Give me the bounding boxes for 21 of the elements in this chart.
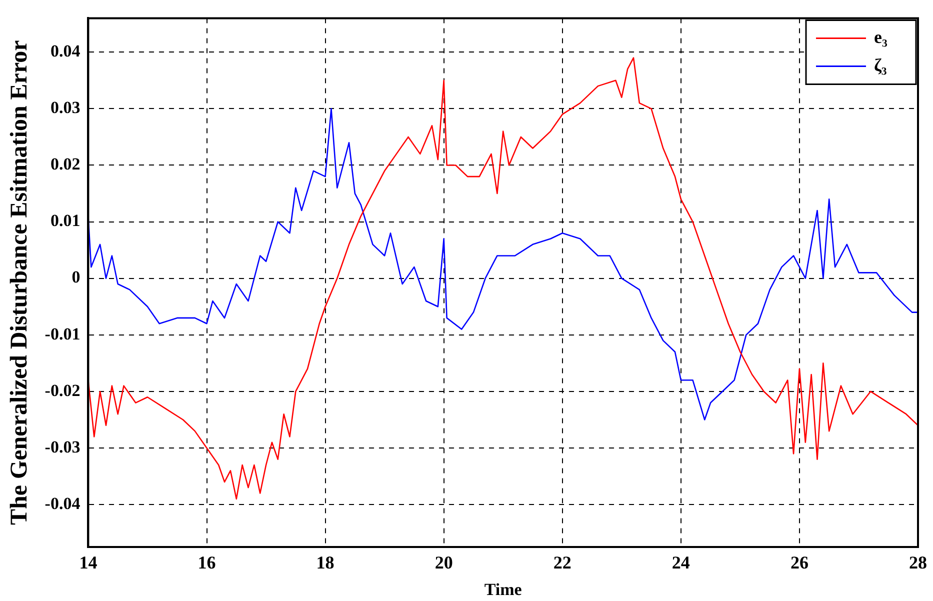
x-tick-label: 26 [790, 552, 808, 572]
y-tick-label: 0.02 [50, 154, 80, 174]
y-tick-label: 0.04 [50, 42, 81, 61]
y-tick-label: -0.03 [44, 437, 80, 456]
y-tick-label: -0.04 [44, 494, 81, 513]
legend-label: ζ₃ [874, 54, 888, 75]
y-tick-label: 0.01 [50, 211, 80, 230]
y-axis-title: The Generalized Disturbance Esitmation Error [6, 40, 33, 526]
x-tick-label: 22 [553, 552, 572, 572]
legend-label: e₃ [874, 26, 888, 47]
y-tick-label: -0.02 [44, 380, 80, 400]
y-tick-label: -0.01 [44, 324, 80, 344]
x-tick-label: 16 [198, 552, 216, 572]
x-tick-label: 18 [316, 552, 334, 572]
x-tick-label: 14 [79, 552, 98, 572]
x-tick-label: 20 [434, 552, 453, 572]
y-tick-label: 0 [72, 268, 80, 287]
y-tick-label: 0.03 [50, 98, 80, 118]
x-tick-label: 28 [909, 552, 927, 572]
x-tick-label: 24 [672, 552, 690, 572]
x-axis-title: Time [484, 580, 522, 600]
